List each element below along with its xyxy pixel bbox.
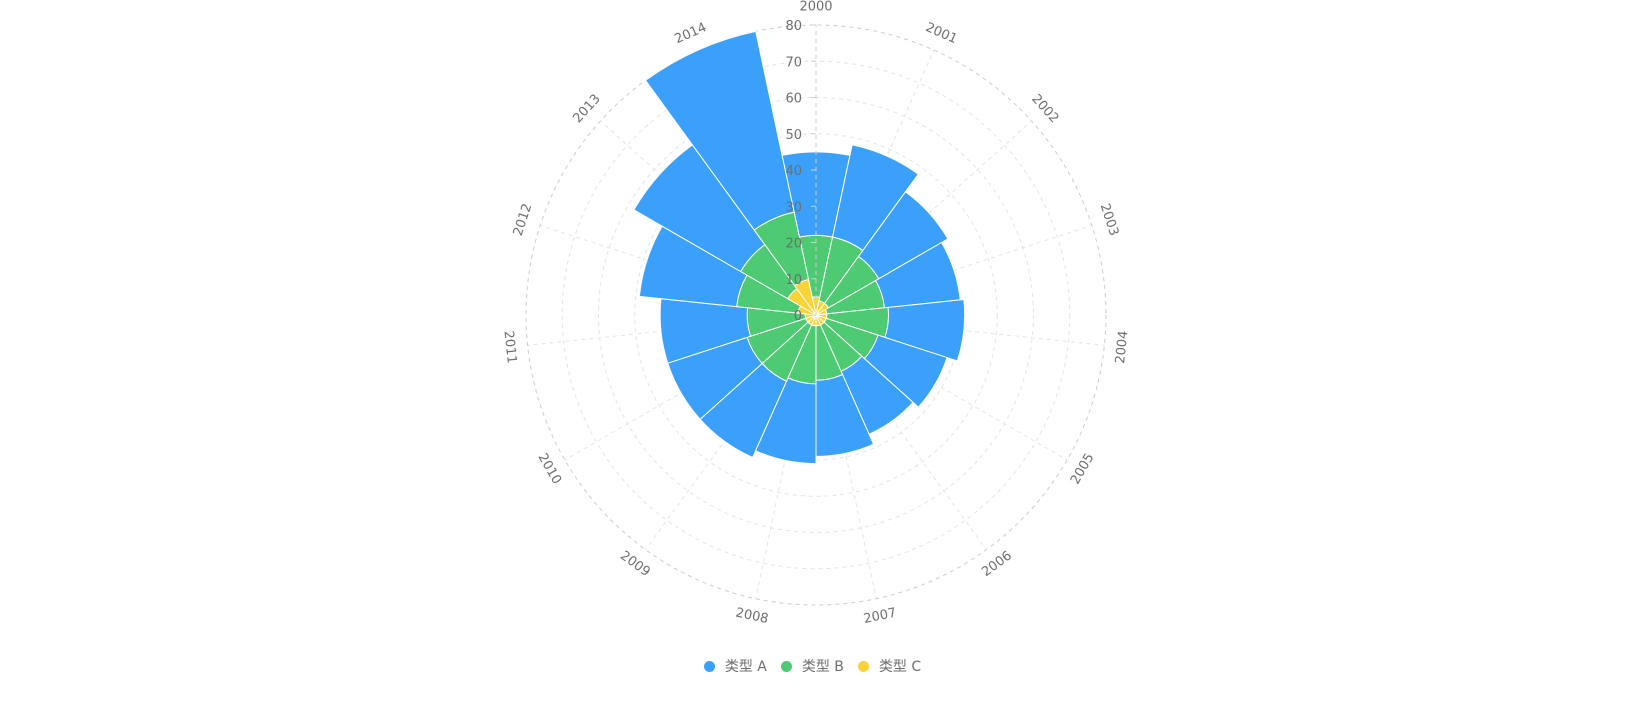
radial-tick-label: 40 [785, 164, 802, 179]
category-label: 2005 [1068, 451, 1098, 487]
legend-dot-b [780, 660, 792, 672]
radial-tick-label: 70 [785, 55, 802, 70]
radial-tick-label: 10 [785, 273, 802, 288]
legend-item-b[interactable]: 类型 B [780, 656, 844, 676]
category-label: 2002 [1028, 92, 1061, 127]
radial-tick-label: 60 [785, 92, 802, 107]
category-label: 2007 [862, 605, 897, 627]
category-label: 2010 [534, 451, 564, 487]
legend-label-a: 类型 A [724, 659, 767, 675]
radial-tick-label: 80 [785, 19, 802, 34]
category-label: 2001 [923, 20, 959, 47]
legend-label-b: 类型 B [801, 659, 844, 675]
category-label: 2014 [673, 20, 709, 47]
radial-tick-label: 20 [785, 237, 802, 252]
grid-circle [634, 133, 998, 497]
category-label: 2000 [799, 0, 832, 15]
category-label: 2009 [617, 548, 653, 580]
legend: 类型 A 类型 B 类型 C [0, 656, 1625, 676]
bar-2005-series-2[interactable] [863, 334, 948, 408]
category-label: 2013 [570, 92, 603, 127]
category-label: 2003 [1097, 202, 1121, 238]
radial-tick-label: 50 [785, 128, 802, 143]
bar-2014-series-2[interactable] [644, 30, 795, 231]
bar-layer [633, 30, 966, 465]
legend-dot-c [857, 660, 869, 672]
category-label: 2011 [500, 330, 518, 364]
bar-2002-series-2[interactable] [857, 191, 949, 280]
grid-circle [525, 24, 1107, 606]
category-label: 2004 [1113, 330, 1131, 364]
legend-label-c: 类型 C [878, 659, 922, 675]
category-label: 2008 [734, 605, 769, 627]
radial-tick-label: 30 [785, 200, 802, 215]
category-label: 2006 [979, 548, 1015, 580]
bar-2001-series-2[interactable] [831, 144, 919, 252]
bar-2004-series-2[interactable] [884, 298, 966, 362]
radial-tick-label: 0 [794, 309, 802, 324]
axis-layer [811, 24, 817, 316]
category-label: 2012 [511, 202, 535, 238]
bar-2013-series-2[interactable] [633, 144, 766, 273]
legend-item-a[interactable]: 类型 A [703, 656, 767, 676]
legend-dot-a [703, 660, 715, 672]
legend-item-c[interactable]: 类型 C [857, 656, 922, 676]
